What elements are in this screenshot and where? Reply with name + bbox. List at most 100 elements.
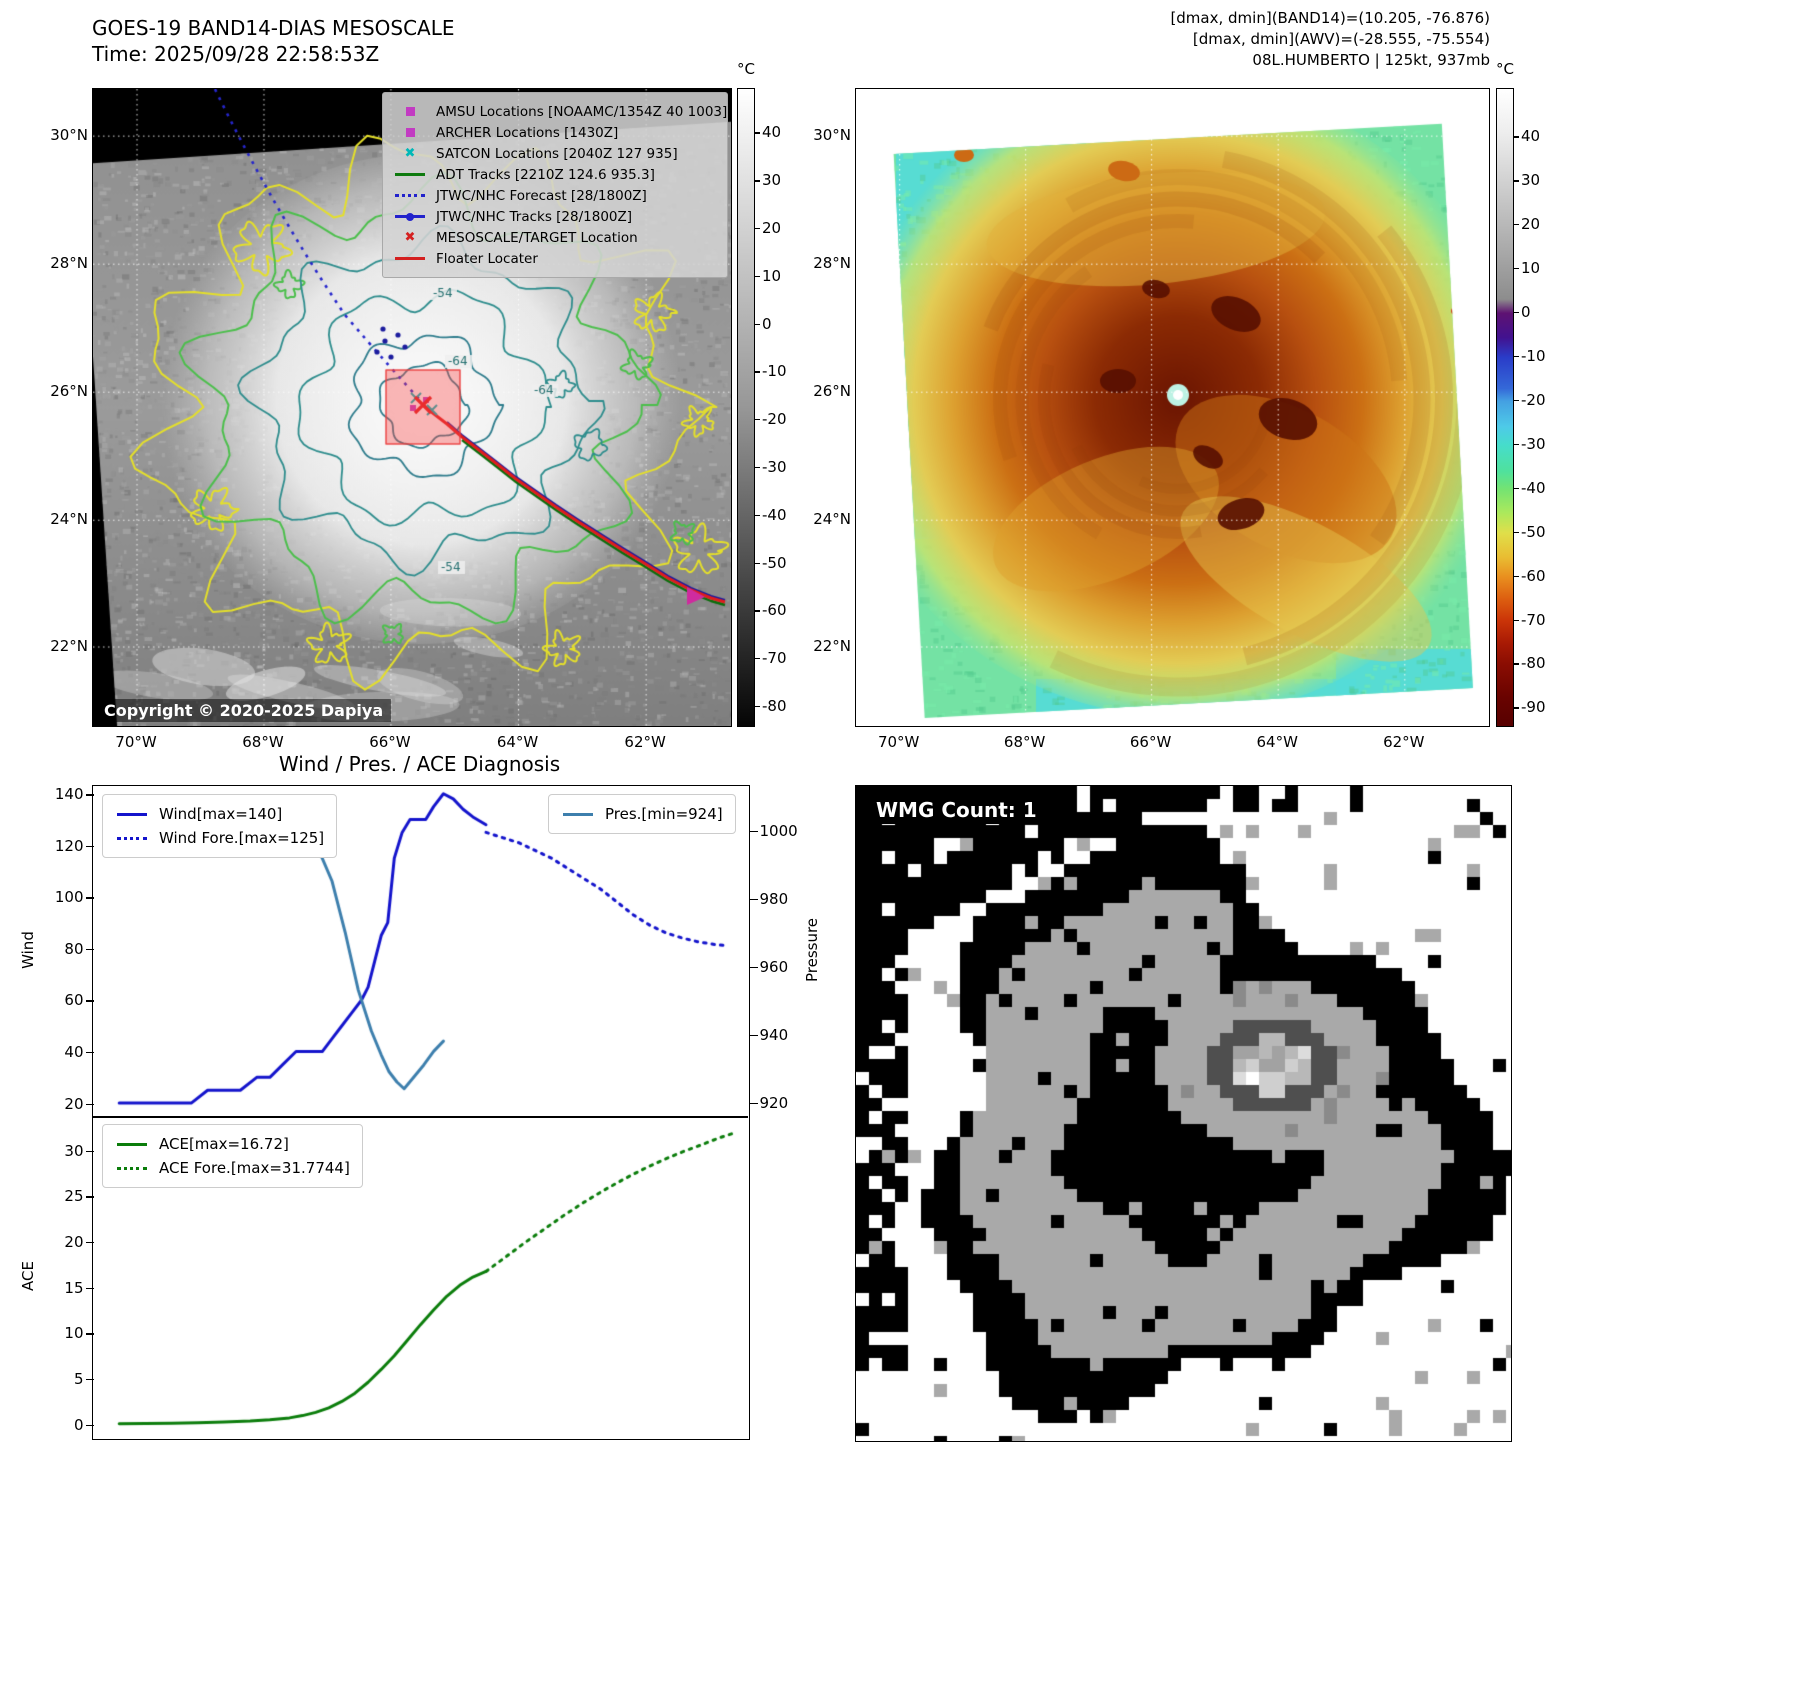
legend-ace-label: ACE[max=16.72] xyxy=(159,1135,289,1153)
tr-colorbar-tickmark xyxy=(1514,136,1519,138)
line-dot-marker-icon xyxy=(393,213,427,221)
tl-colorbar-tick-label: -50 xyxy=(762,553,787,572)
tl-colorbar-tick-label: 0 xyxy=(762,314,772,333)
legend-wind: Wind[max=140] xyxy=(115,802,324,826)
charts-frame xyxy=(92,785,750,1440)
wind-ytick-left-label: 20 xyxy=(64,1094,84,1113)
tr-colorbar-tick-label: -40 xyxy=(1521,478,1546,497)
copyright-watermark: Copyright © 2020-2025 Dapiya xyxy=(96,699,392,722)
line-marker-icon xyxy=(115,1142,149,1146)
dotted-marker-icon xyxy=(115,836,149,840)
tl-colorbar-tick-label: -20 xyxy=(762,410,787,429)
wind-legend: Wind[max=140] Wind Fore.[max=125] xyxy=(102,794,338,858)
tl-colorbar-tick-label: 40 xyxy=(762,123,782,142)
legend-ace: ACE[max=16.72] xyxy=(115,1132,350,1156)
tr-colorbar-tick-label: 30 xyxy=(1521,171,1541,190)
wind-ytick-right-mark xyxy=(749,1034,758,1037)
tl-legend-item-4: JTWC/NHC Forecast [28/1800Z] xyxy=(393,185,717,206)
line-marker-icon xyxy=(561,812,595,816)
wind-ytick-left-mark xyxy=(85,897,94,899)
tr-lat-tick-label: 22°N xyxy=(813,637,851,655)
tl-legend-item-4-label: JTWC/NHC Forecast [28/1800Z] xyxy=(436,187,647,204)
line-marker-icon xyxy=(115,812,149,816)
ace-ytick-left-mark xyxy=(85,1150,94,1152)
ace-legend: ACE[max=16.72] ACE Fore.[max=31.7744] xyxy=(102,1124,363,1188)
tr-colorbar-tickmark xyxy=(1514,531,1519,533)
tr-satellite-canvas xyxy=(856,89,1489,726)
tr-lon-tick-label: 66°W xyxy=(1129,733,1172,751)
tl-legend-item-3: ADT Tracks [2210Z 124.6 935.3] xyxy=(393,164,717,185)
wind-ytick-left-mark xyxy=(85,1052,94,1054)
tr-colorbar-tickmark xyxy=(1514,399,1519,402)
tr-colorbar-tick-label: -80 xyxy=(1521,654,1546,673)
tr-colorbar-tick-label: -20 xyxy=(1521,390,1546,409)
tl-colorbar-tick-label: -30 xyxy=(762,457,787,476)
tl-legend-item-7: Floater Locater xyxy=(393,248,717,269)
charts-divider xyxy=(93,1116,748,1118)
wind-ytick-left-label: 60 xyxy=(64,991,84,1010)
tr-lon-tick-label: 68°W xyxy=(1003,733,1046,751)
tr-colorbar-tick-label: 0 xyxy=(1521,303,1531,322)
tr-colorbar xyxy=(1496,88,1514,727)
tl-colorbar-tickmark xyxy=(755,658,760,660)
tr-colorbar-unit: °C xyxy=(1496,60,1514,78)
tr-colorbar-tickmark xyxy=(1514,663,1519,665)
tl-legend-item-7-label: Floater Locater xyxy=(436,250,538,267)
tr-lat-tick-label: 30°N xyxy=(813,126,851,145)
tr-header-line-band14: [dmax, dmin](BAND14)=(10.205, -76.876) xyxy=(1170,9,1490,27)
wind-ytick-left-label: 100 xyxy=(54,888,84,907)
tr-lat-tick-label: 24°N xyxy=(813,510,851,529)
line-marker-icon xyxy=(393,173,427,176)
wind-ytick-left-mark xyxy=(85,794,94,796)
br-wmg-map: WMG Count: 1 xyxy=(855,785,1512,1442)
tl-colorbar-tickmark xyxy=(755,562,760,564)
tr-header: [dmax, dmin](BAND14)=(10.205, -76.876) [… xyxy=(1150,8,1490,71)
tl-colorbar-tick-label: -60 xyxy=(762,601,787,620)
tl-colorbar-tickmark xyxy=(755,466,760,469)
x-marker-icon: ✖ xyxy=(404,146,416,161)
tl-colorbar-tickmark xyxy=(755,323,760,325)
wmg-count-label: WMG Count: 1 xyxy=(868,796,1045,824)
ace-ytick-left-mark xyxy=(85,1424,94,1427)
tl-colorbar-tickmark xyxy=(755,610,760,612)
legend-wind-forecast-label: Wind Fore.[max=125] xyxy=(159,829,325,847)
legend-pressure: Pres.[min=924] xyxy=(561,802,723,826)
x-marker-icon: ✖ xyxy=(404,230,416,245)
wind-ytick-right-label: 980 xyxy=(759,889,789,908)
dotted-marker-icon xyxy=(393,194,427,197)
ace-ytick-left-label: 30 xyxy=(64,1141,84,1160)
tr-colorbar-tickmark xyxy=(1514,443,1519,446)
tr-lon-tick-label: 62°W xyxy=(1383,733,1425,751)
tl-lon-tick-label: 64°W xyxy=(496,733,539,751)
wind-ytick-right-label: 940 xyxy=(759,1025,789,1044)
tl-legend-item-1: ARCHER Locations [1430Z] xyxy=(393,122,717,143)
tl-colorbar-tick-label: -80 xyxy=(762,696,787,715)
tl-lon-tick-label: 66°W xyxy=(369,733,411,751)
square-marker-icon xyxy=(393,107,427,116)
tl-legend-item-5: JTWC/NHC Tracks [28/1800Z] xyxy=(393,206,717,227)
tl-legend-item-0-label: AMSU Locations [NOAAMC/1354Z 40 1003] xyxy=(436,103,728,120)
tr-lon-tick-label: 70°W xyxy=(877,733,920,751)
tr-colorbar-tickmark xyxy=(1514,312,1519,314)
wind-ytick-right-label: 1000 xyxy=(759,821,798,840)
ace-ytick-left-mark xyxy=(85,1196,94,1198)
tl-satellite-map: AMSU Locations [NOAAMC/1354Z 40 1003] ARC… xyxy=(92,88,732,727)
legend-pressure-label: Pres.[min=924] xyxy=(605,805,723,823)
ace-ytick-left-label: 25 xyxy=(64,1187,84,1206)
tl-lat-tick-label: 30°N xyxy=(50,126,88,145)
wind-ytick-left-label: 140 xyxy=(54,785,84,804)
wind-ytick-right-mark xyxy=(749,898,758,901)
tl-lon-tick-label: 68°W xyxy=(242,733,284,751)
wind-ytick-right-mark xyxy=(749,1102,758,1105)
tl-legend-item-6: ✖ MESOSCALE/TARGET Location xyxy=(393,227,717,248)
tr-colorbar-tick-label: -50 xyxy=(1521,522,1546,541)
tl-colorbar xyxy=(737,88,755,727)
tr-colorbar-tick-label: -90 xyxy=(1521,698,1546,717)
tr-lat-tick-label: 28°N xyxy=(813,254,851,273)
tl-colorbar-tickmark xyxy=(755,132,760,134)
tl-colorbar-tickmark xyxy=(755,228,760,230)
ace-ytick-left-label: 15 xyxy=(64,1278,84,1297)
tr-colorbar-tick-label: 10 xyxy=(1521,259,1541,278)
tl-lon-tick-label: 70°W xyxy=(115,733,157,751)
tl-lat-tick-label: 28°N xyxy=(50,254,88,273)
